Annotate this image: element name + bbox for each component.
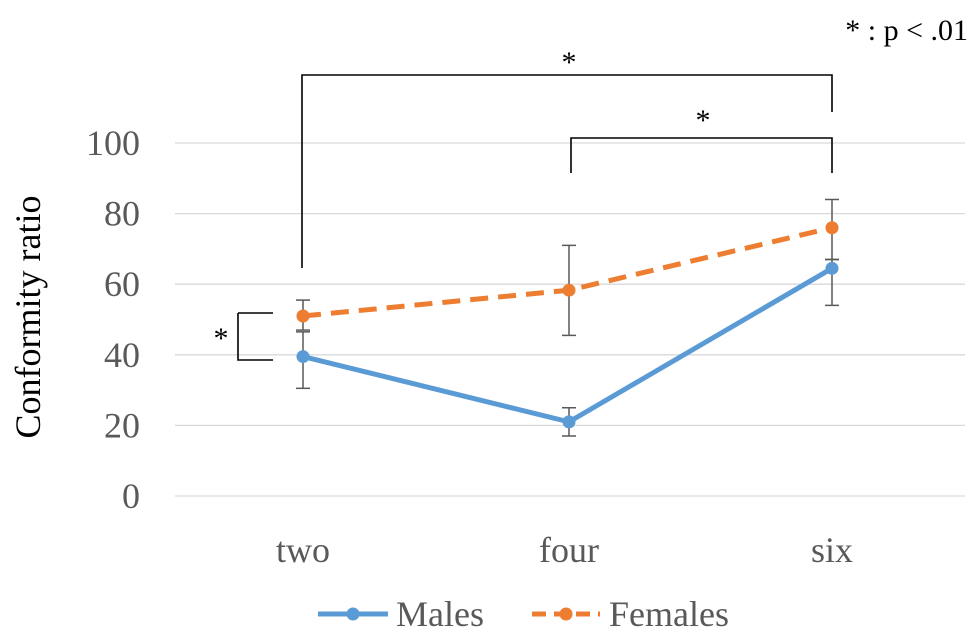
x-tick-labels: two four six — [276, 530, 853, 570]
significance-marker: * — [214, 322, 229, 355]
x-tick-label: two — [276, 530, 330, 570]
bracket-two-six — [301, 74, 833, 268]
y-tick-label: 100 — [86, 123, 140, 163]
significance-marker: * — [562, 46, 577, 79]
series-lines — [300, 225, 835, 425]
bracket-four-six — [570, 137, 833, 173]
y-tick-label: 80 — [104, 194, 140, 234]
data-point — [296, 350, 310, 364]
significance-brackets: * * * — [214, 46, 833, 361]
legend-label: Males — [396, 594, 484, 634]
y-axis-label: Conformity ratio — [8, 196, 48, 439]
y-tick-label: 60 — [104, 264, 140, 304]
legend-label: Females — [609, 594, 729, 634]
significance-marker: * — [696, 104, 711, 137]
series-points — [296, 221, 839, 429]
data-point — [825, 261, 839, 275]
x-tick-label: four — [539, 530, 599, 570]
significance-note: * : p < .01 — [845, 14, 968, 47]
data-point — [562, 415, 576, 429]
data-point — [825, 221, 839, 235]
legend-swatch-marker — [346, 607, 360, 621]
y-tick-labels: 0 20 40 60 80 100 — [86, 123, 140, 516]
data-point — [562, 283, 576, 297]
y-tick-label: 0 — [122, 476, 140, 516]
bracket-two-sexes — [237, 313, 273, 361]
data-point — [296, 309, 310, 323]
y-tick-label: 40 — [104, 335, 140, 375]
legend: Males Females — [318, 594, 729, 634]
error-bars — [296, 198, 839, 437]
gridlines — [175, 142, 965, 497]
y-tick-label: 20 — [104, 405, 140, 445]
x-tick-label: six — [811, 530, 853, 570]
legend-swatch-marker — [559, 607, 573, 621]
series-line — [302, 225, 833, 319]
